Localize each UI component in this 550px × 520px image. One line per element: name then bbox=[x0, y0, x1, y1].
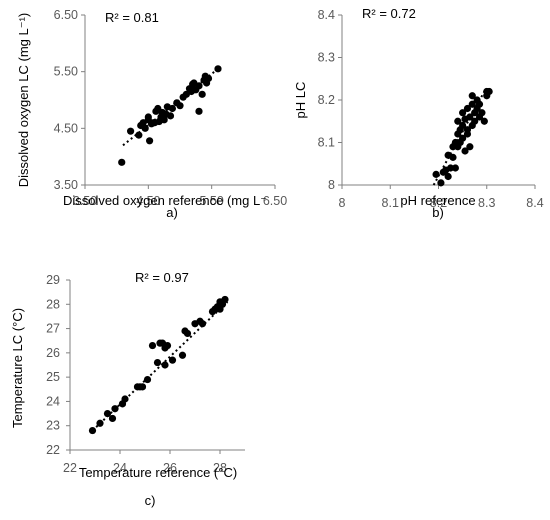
chart-1-data-point bbox=[135, 131, 143, 139]
chart-2-x-tick-label: 8.1 bbox=[382, 196, 399, 210]
chart-1-data-point bbox=[195, 107, 203, 115]
chart-2-panel-label: b) bbox=[432, 205, 444, 220]
chart-3-y-tick-label: 23 bbox=[46, 419, 60, 433]
chart-3-x-tick-label: 22 bbox=[63, 461, 77, 475]
chart-2-data-point bbox=[454, 117, 462, 125]
chart-2-data-point bbox=[478, 109, 486, 117]
chart-1-y-tick-label: 6.50 bbox=[54, 8, 78, 22]
chart-1-x-tick-label: 6.50 bbox=[263, 194, 287, 208]
chart-2-x-tick-label: 8 bbox=[339, 196, 346, 210]
chart-3-data-point bbox=[88, 426, 97, 435]
chart-1-data-point bbox=[127, 127, 135, 135]
chart-2-x-tick-label: 8.3 bbox=[478, 196, 495, 210]
chart-3-data-point bbox=[148, 341, 157, 350]
chart-2-data-point bbox=[459, 121, 467, 130]
chart-2-data-point bbox=[451, 164, 459, 172]
chart-1-data-point bbox=[144, 116, 152, 124]
chart-3-data-point bbox=[96, 419, 104, 427]
chart-2-y-tick-label: 8 bbox=[328, 178, 335, 192]
chart-3-y-tick-label: 26 bbox=[46, 346, 60, 360]
chart-1-data-point bbox=[118, 158, 126, 166]
chart-2-data-point bbox=[468, 100, 476, 108]
chart-2-data-point bbox=[475, 100, 484, 108]
chart-3-data-point bbox=[103, 409, 112, 418]
chart-3-x-tick-label: 24 bbox=[113, 461, 127, 475]
chart-3-y-axis-label: Temperature LC (°C) bbox=[10, 308, 25, 428]
chart-3-y-tick-label: 22 bbox=[46, 443, 60, 457]
chart-3-data-point bbox=[108, 414, 117, 423]
chart-2-y-tick-label: 8.2 bbox=[318, 93, 335, 107]
chart-1-y-tick-label: 3.50 bbox=[54, 178, 78, 192]
chart-2-data-point bbox=[449, 153, 457, 161]
chart-3-r2-label: R² = 0.97 bbox=[135, 270, 189, 285]
chart-1-x-tick-label: 3.50 bbox=[73, 194, 97, 208]
chart-3-data-point bbox=[153, 358, 162, 367]
chart-3-data-point bbox=[138, 383, 147, 391]
chart-3-data-point bbox=[198, 320, 207, 328]
chart-1-data-point bbox=[141, 124, 149, 132]
chart-2-data-point bbox=[463, 104, 472, 113]
chart-2-y-axis-label: pH LC bbox=[293, 82, 308, 119]
chart-3-panel-label: c) bbox=[145, 493, 156, 508]
chart-3-data-point bbox=[111, 405, 119, 413]
chart-3-data-point bbox=[178, 351, 187, 359]
chart-2-data-point bbox=[459, 134, 467, 142]
chart-2-data-point bbox=[485, 87, 493, 96]
chart-1-data-point bbox=[198, 90, 206, 98]
chart-3-data-point bbox=[143, 375, 152, 384]
chart-3-data-point bbox=[221, 295, 229, 304]
chart-3-y-tick-label: 28 bbox=[46, 297, 60, 311]
chart-2-r2-label: R² = 0.72 bbox=[362, 6, 416, 21]
chart-1-x-tick-label: 4.50 bbox=[136, 194, 160, 208]
chart-3-data-point bbox=[183, 329, 192, 338]
chart-2-data-point bbox=[466, 143, 474, 151]
chart-1-x-tick-label: 5.50 bbox=[199, 194, 223, 208]
chart-2-data-point bbox=[466, 113, 474, 121]
chart-2-data-point bbox=[437, 179, 445, 187]
chart-1-data-point bbox=[195, 82, 203, 90]
chart-3-y-tick-label: 29 bbox=[46, 273, 60, 287]
chart-1-y-axis-label: Dissolved oxygen LC (mg L⁻¹) bbox=[16, 13, 31, 187]
chart-1-data-point bbox=[168, 104, 176, 113]
chart-2-y-tick-label: 8.4 bbox=[318, 8, 335, 22]
chart-3-data-point bbox=[161, 361, 169, 369]
chart-2-y-tick-label: 8.1 bbox=[318, 136, 335, 150]
chart-2-data-point bbox=[480, 117, 488, 125]
chart-2-y-tick-label: 8.3 bbox=[318, 51, 335, 65]
chart-1-y-tick-label: 5.50 bbox=[54, 65, 78, 79]
chart-2-data-point bbox=[461, 147, 469, 155]
chart-3-y-tick-label: 24 bbox=[46, 394, 60, 408]
chart-1-data-point bbox=[151, 119, 159, 127]
chart-1-panel-label: a) bbox=[166, 205, 178, 220]
chart-2-data-point bbox=[468, 92, 476, 100]
chart-3-data-point bbox=[168, 356, 177, 364]
chart-1-x-axis-label: Dissolved oxygen reference (mg L⁻ bbox=[63, 193, 267, 208]
chart-3-x-axis-label: Temperature reference (°C) bbox=[79, 465, 237, 480]
chart-3-data-point bbox=[163, 341, 172, 350]
chart-2-data-point bbox=[463, 126, 472, 134]
chart-1-data-point bbox=[204, 74, 213, 83]
chart-1-r2-label: R² = 0.81 bbox=[105, 10, 159, 25]
chart-1-data-point bbox=[176, 102, 184, 110]
chart-2-x-tick-label: 8.4 bbox=[526, 196, 543, 210]
chart-3-y-tick-label: 27 bbox=[46, 322, 60, 336]
chart-3-x-tick-label: 28 bbox=[213, 461, 227, 475]
chart-1-data-point bbox=[146, 137, 154, 145]
chart-2-data-point bbox=[444, 172, 452, 181]
chart-2-data-point bbox=[432, 170, 440, 178]
chart-2-data-point bbox=[471, 117, 479, 125]
chart-1-data-point bbox=[160, 116, 168, 124]
chart-3-y-tick-label: 25 bbox=[46, 370, 60, 384]
chart-3-data-point bbox=[121, 395, 129, 403]
chart-2-data-point bbox=[459, 109, 467, 117]
chart-1-data-point bbox=[166, 112, 175, 120]
chart-2-x-axis-label: pH reference bbox=[400, 193, 475, 208]
chart-1-y-tick-label: 4.50 bbox=[54, 121, 78, 135]
chart-1-data-point bbox=[214, 65, 222, 73]
chart-3-x-tick-label: 26 bbox=[163, 461, 177, 475]
chart-2-x-tick-label: 8.2 bbox=[430, 196, 447, 210]
